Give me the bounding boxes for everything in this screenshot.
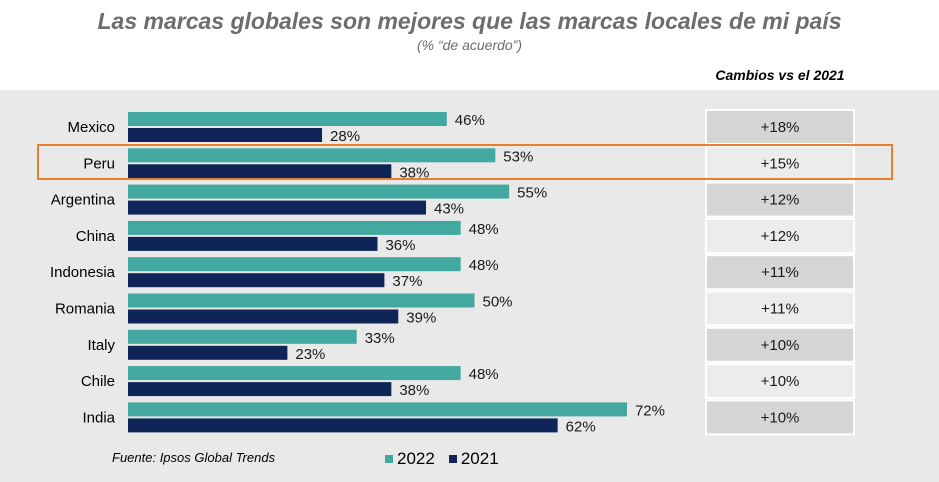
category-label-chile: Chile bbox=[81, 373, 115, 390]
change-value-romania: +11% bbox=[761, 301, 799, 318]
change-value-india: +10% bbox=[761, 409, 800, 426]
bar-2021-india bbox=[128, 418, 558, 433]
change-box-chile bbox=[705, 363, 855, 400]
change-box-italy bbox=[705, 326, 855, 363]
value-label-2021-chile: 38% bbox=[399, 382, 429, 399]
bar-2022-mexico bbox=[128, 112, 447, 126]
bar-2022-chile bbox=[128, 366, 461, 381]
bar-2021-romania bbox=[128, 309, 399, 324]
value-label-2021-peru: 38% bbox=[399, 164, 429, 181]
change-box-indonesia bbox=[705, 254, 855, 291]
category-label-argentina: Argentina bbox=[51, 192, 116, 209]
value-label-2022-indonesia: 48% bbox=[469, 257, 499, 274]
change-box-china bbox=[705, 217, 855, 254]
bar-2021-indonesia bbox=[128, 273, 385, 288]
value-label-2022-romania: 50% bbox=[483, 294, 513, 311]
legend-item-2022: 2022 bbox=[385, 449, 435, 469]
change-box-argentina bbox=[705, 181, 855, 218]
value-label-2022-argentina: 55% bbox=[517, 185, 547, 202]
bar-2022-italy bbox=[128, 329, 357, 344]
bar-2022-china bbox=[128, 220, 461, 235]
value-label-2022-india: 72% bbox=[635, 402, 665, 419]
category-label-indonesia: Indonesia bbox=[50, 264, 116, 281]
change-box-india bbox=[705, 399, 855, 436]
change-value-indonesia: +11% bbox=[761, 264, 799, 281]
legend-item-2021: 2021 bbox=[448, 449, 499, 469]
legend: 2022 2021 bbox=[385, 449, 499, 469]
bar-2022-indonesia bbox=[128, 257, 461, 272]
value-label-2021-romania: 39% bbox=[406, 310, 436, 327]
bar-2022-argentina bbox=[128, 184, 510, 199]
legend-swatch-2021 bbox=[448, 455, 457, 463]
changes-header: Cambios vs el 2021 bbox=[715, 67, 845, 83]
change-box-romania bbox=[705, 290, 855, 327]
chart-subtitle: (% “de acuerdo”) bbox=[416, 37, 523, 53]
source-note: Fuente: Ipsos Global Trends bbox=[112, 450, 276, 465]
bar-2021-italy bbox=[128, 345, 288, 360]
category-label-peru: Peru bbox=[83, 155, 115, 172]
value-label-2021-india: 62% bbox=[566, 418, 596, 435]
bar-2022-romania bbox=[128, 293, 475, 308]
bar-2021-chile bbox=[128, 382, 392, 397]
category-label-italy: Italy bbox=[87, 337, 115, 354]
value-label-2021-china: 36% bbox=[385, 237, 415, 254]
bar-2021-mexico bbox=[128, 128, 323, 142]
change-value-chile: +10% bbox=[761, 373, 800, 390]
value-label-2021-argentina: 43% bbox=[434, 201, 464, 218]
legend-label-2022: 2022 bbox=[397, 449, 435, 468]
chart-title: Las marcas globales son mejores que las … bbox=[97, 8, 842, 34]
change-value-argentina: +12% bbox=[761, 192, 800, 209]
bar-2022-india bbox=[128, 402, 627, 417]
change-value-china: +12% bbox=[761, 228, 800, 245]
value-label-2022-italy: 33% bbox=[365, 330, 395, 347]
value-label-2022-chile: 48% bbox=[469, 366, 499, 383]
bar-2021-argentina bbox=[128, 200, 426, 215]
value-label-2022-china: 48% bbox=[469, 221, 499, 238]
highlight-box-peru bbox=[37, 144, 893, 180]
change-value-peru: +15% bbox=[761, 155, 800, 172]
value-label-2022-mexico: 46% bbox=[455, 112, 485, 129]
change-value-italy: +10% bbox=[761, 337, 800, 354]
change-value-mexico: +18% bbox=[761, 119, 800, 136]
bar-2022-peru bbox=[128, 148, 496, 163]
category-label-china: China bbox=[76, 228, 116, 245]
category-label-india: India bbox=[82, 409, 115, 426]
bar-2021-china bbox=[128, 236, 378, 251]
value-label-2021-indonesia: 37% bbox=[392, 273, 422, 290]
category-label-mexico: Mexico bbox=[67, 119, 115, 136]
bar-2021-peru bbox=[128, 164, 392, 179]
legend-label-2021: 2021 bbox=[460, 449, 499, 468]
value-label-2022-peru: 53% bbox=[503, 148, 533, 165]
change-box-peru bbox=[705, 145, 855, 182]
legend-swatch-2022 bbox=[385, 455, 393, 463]
category-label-romania: Romania bbox=[55, 301, 116, 318]
value-label-2021-mexico: 28% bbox=[330, 128, 360, 145]
value-label-2021-italy: 23% bbox=[295, 346, 325, 363]
